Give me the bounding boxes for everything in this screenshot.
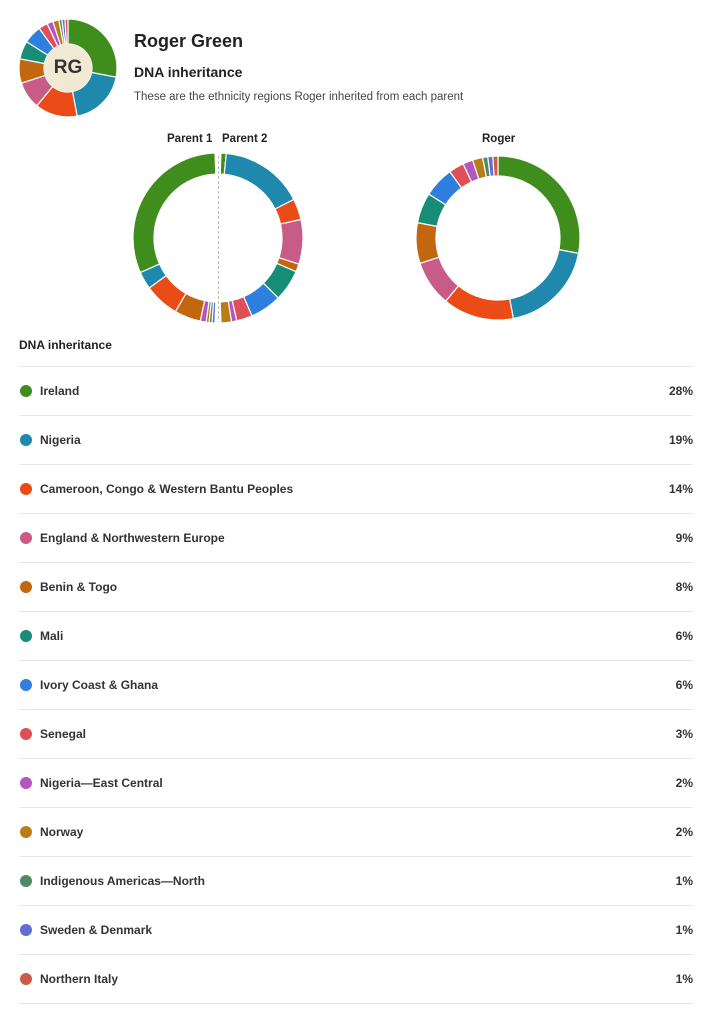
parent1-slice (139, 263, 168, 289)
region-row[interactable]: Cameroon, Congo & Western Bantu Peoples 1… (19, 465, 693, 514)
roger-slice (444, 284, 515, 321)
parent1-label: Parent 1 (167, 133, 213, 145)
parent1-slice (211, 301, 217, 324)
region-color-dot (20, 532, 32, 544)
region-name: Norway (40, 825, 84, 839)
region-percent: 28% (668, 384, 693, 398)
region-row[interactable]: England & Northwestern Europe 9% (19, 514, 693, 563)
region-row[interactable]: Sweden & Denmark 1% (19, 906, 693, 955)
region-row[interactable]: Indigenous Americas—North 1% (19, 857, 693, 906)
region-percent: 2% (675, 776, 693, 790)
region-percent: 2% (675, 825, 693, 839)
parent2-slice (223, 152, 295, 210)
avatar: RG (18, 18, 118, 118)
region-row[interactable]: Benin & Togo 8% (19, 563, 693, 612)
list-title: DNA inheritance (19, 338, 112, 352)
region-name: England & Northwestern Europe (40, 531, 225, 545)
profile-name: Roger Green (134, 31, 244, 51)
region-row[interactable]: Ivory Coast & Ghana 6% (19, 661, 693, 710)
region-row[interactable]: Nigeria 19% (19, 416, 693, 465)
region-percent: 1% (675, 972, 693, 986)
region-percent: 1% (675, 874, 693, 888)
section-description: These are the ethnicity regions Roger in… (134, 91, 464, 103)
region-row[interactable]: Norway 2% (19, 808, 693, 857)
region-color-dot (20, 875, 32, 887)
region-percent: 9% (675, 531, 693, 545)
region-name: Senegal (40, 727, 87, 741)
region-name: Cameroon, Congo & Western Bantu Peoples (40, 482, 294, 496)
roger-slice (497, 155, 581, 255)
region-name: Nigeria—East Central (40, 776, 163, 790)
region-name: Ivory Coast & Ghana (40, 678, 159, 692)
parent2-label: Parent 2 (222, 133, 268, 145)
roger-slice (508, 248, 580, 320)
region-name: Ireland (40, 384, 80, 398)
parent1-slice (132, 152, 217, 274)
parent2-slice (219, 300, 233, 324)
parent1-slice (174, 292, 206, 322)
region-color-dot (20, 777, 32, 789)
region-percent: 14% (668, 482, 693, 496)
region-row[interactable]: Mali 6% (19, 612, 693, 661)
region-color-dot (20, 630, 32, 642)
region-row[interactable]: Northern Italy 1% (19, 955, 693, 1004)
region-color-dot (20, 728, 32, 740)
region-name: Mali (40, 629, 64, 643)
region-name: Benin & Togo (40, 580, 118, 594)
region-percent: 6% (675, 629, 693, 643)
region-row[interactable]: Ireland 28% (19, 367, 693, 416)
avatar-initials: RG (44, 44, 92, 92)
region-percent: 3% (675, 727, 693, 741)
parent1-slice (148, 274, 187, 313)
region-row[interactable]: Senegal 3% (19, 710, 693, 759)
section-title: DNA inheritance (134, 64, 243, 80)
region-name: Northern Italy (40, 972, 119, 986)
region-list: Ireland 28% Nigeria 19% Cameroon, Congo & We… (19, 366, 693, 1004)
region-name: Indigenous Americas—North (40, 874, 205, 888)
parent2-slice (278, 218, 304, 265)
region-name: Sweden & Denmark (40, 923, 153, 937)
region-color-dot (20, 581, 32, 593)
region-percent: 8% (675, 580, 693, 594)
inheritance-charts (132, 152, 581, 324)
region-name: Nigeria (40, 433, 81, 447)
region-percent: 19% (668, 433, 693, 447)
region-color-dot (20, 483, 32, 495)
region-percent: 1% (675, 923, 693, 937)
roger-slice (492, 155, 499, 177)
region-color-dot (20, 826, 32, 838)
region-row[interactable]: Nigeria—East Central 2% (19, 759, 693, 808)
region-color-dot (20, 679, 32, 691)
region-color-dot (20, 973, 32, 985)
child-label: Roger (482, 133, 516, 145)
region-color-dot (20, 385, 32, 397)
region-percent: 6% (675, 678, 693, 692)
roger-slice (415, 221, 440, 265)
region-color-dot (20, 434, 32, 446)
region-color-dot (20, 924, 32, 936)
